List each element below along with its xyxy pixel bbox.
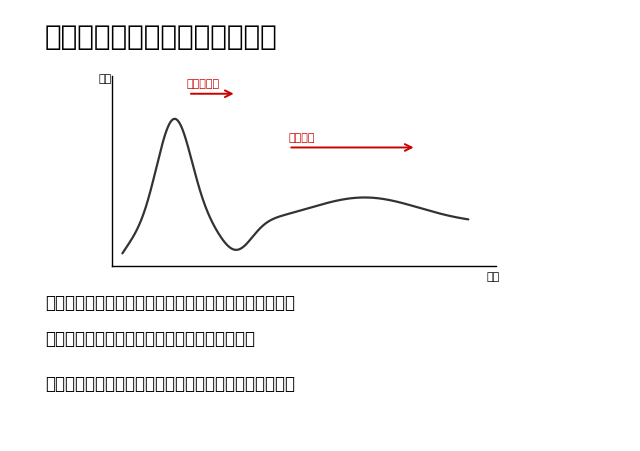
Text: 時間: 時間 [486,272,499,281]
Text: 鶏糞堆肥からアンモニア臭がなくなれば完熟状態となる: 鶏糞堆肥からアンモニア臭がなくなれば完熟状態となる [45,374,295,392]
Text: 温度: 温度 [99,74,112,84]
Text: 始めに尿酸の揮発の反応から始まり、一旦反応が止まる: 始めに尿酸の揮発の反応から始まり、一旦反応が止まる [45,293,295,311]
Text: 尿酸の揮発: 尿酸の揮発 [186,79,220,89]
Text: 礀化作用: 礀化作用 [289,133,315,143]
Text: コトブキ園の鶏糞発酵ステージ: コトブキ園の鶏糞発酵ステージ [45,23,278,51]
Text: 冷めてから礀化作用が長時間かけて行われる。: 冷めてから礀化作用が長時間かけて行われる。 [45,329,255,347]
